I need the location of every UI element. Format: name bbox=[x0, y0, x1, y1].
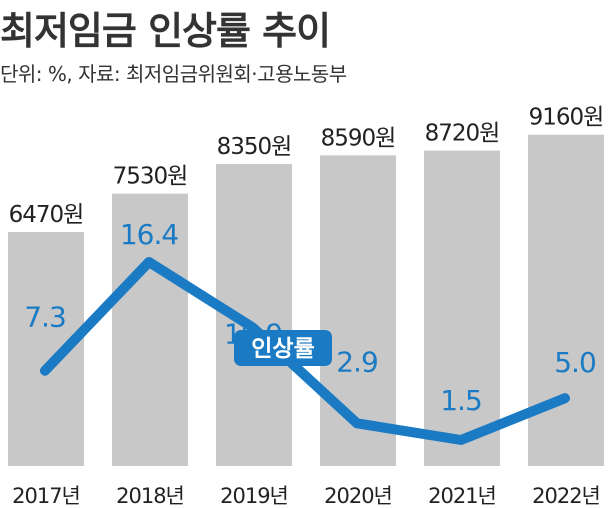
rate-value-label: 7.3 bbox=[24, 301, 66, 334]
rate-line bbox=[40, 257, 570, 445]
bar-value-label: 8590원 bbox=[321, 125, 396, 151]
chart-title: 최저임금 인상률 추이 bbox=[0, 9, 331, 53]
bar-value-label: 8350원 bbox=[217, 134, 292, 160]
x-tick-label: 2021년 bbox=[428, 484, 496, 508]
bar-2022년 bbox=[528, 134, 604, 466]
bar-value-label: 6470원 bbox=[9, 202, 84, 228]
x-tick-label: 2022년 bbox=[532, 484, 600, 508]
bar-2021년 bbox=[424, 150, 500, 466]
bar-value-label: 9160원 bbox=[529, 105, 604, 131]
bar-value-label: 8720원 bbox=[425, 121, 500, 147]
legend-label: 인상률 bbox=[251, 336, 314, 362]
legend-badge bbox=[234, 330, 332, 366]
rate-value-label: 2.9 bbox=[336, 345, 378, 378]
rate-value-label: 16.4 bbox=[120, 218, 179, 251]
bar-value-label: 7530원 bbox=[113, 164, 188, 190]
x-tick-label: 2020년 bbox=[324, 484, 392, 508]
x-tick-label: 2017년 bbox=[12, 484, 80, 508]
bar-2018년 bbox=[112, 193, 188, 466]
rate-value-label: 1.5 bbox=[440, 384, 482, 417]
bar-2020년 bbox=[320, 155, 396, 467]
x-tick-label: 2018년 bbox=[116, 484, 184, 508]
chart-subtitle: 단위: %, 자료: 최저임금위원회·고용노동부 bbox=[0, 62, 347, 86]
rate-value-label: 5.0 bbox=[554, 346, 596, 379]
x-tick-label: 2019년 bbox=[220, 484, 288, 508]
